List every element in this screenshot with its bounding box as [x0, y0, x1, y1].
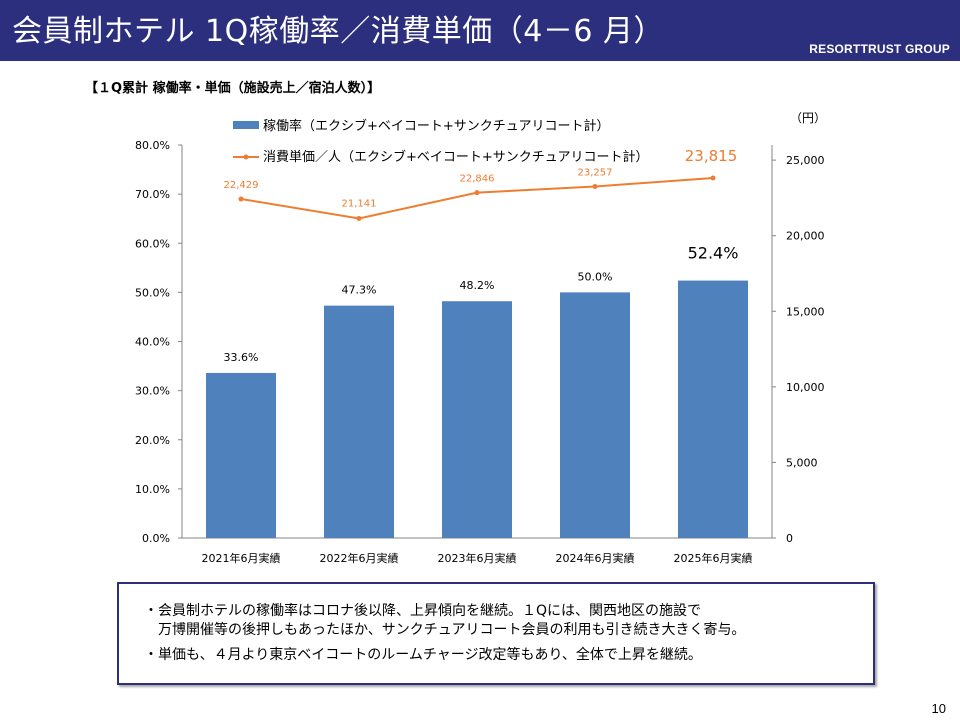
x-axis-tick-label: 2024年6月実績: [556, 551, 635, 565]
legend-line-label: 消費単価／人（エクシブ+ベイコート+サンクチュアリコート計）: [263, 149, 649, 165]
bar: [560, 292, 630, 538]
line-point: [238, 196, 244, 202]
left-axis-tick-label: 30.0%: [135, 385, 170, 398]
left-axis-tick-label: 10.0%: [135, 483, 170, 496]
brand-name: RESORTTRUST GROUP: [809, 42, 950, 56]
legend-line-marker: [243, 154, 249, 160]
x-axis-tick-label: 2021年6月実績: [202, 551, 281, 565]
line-point: [710, 175, 716, 181]
combo-chart: 0.0% 10.0% 20.0% 30.0% 40.0% 50.0% 60.0% 70.0% 8…: [135, 111, 826, 565]
bar-data-label: 33.6%: [224, 351, 259, 364]
page-number: 10: [931, 701, 946, 716]
left-axis-tick-label: 20.0%: [135, 434, 170, 447]
legend-bar-label: 稼働率（エクシブ+ベイコート+サンクチュアリコート計）: [263, 118, 610, 134]
left-axis-tick-label: 60.0%: [135, 237, 170, 250]
bar: [442, 301, 512, 538]
left-axis-tick-label: 40.0%: [135, 336, 170, 349]
right-axis-tick-label: 5,000: [786, 456, 818, 469]
line-data-label: 23,257: [578, 167, 613, 178]
header-bar: 会員制ホテル 1Q稼働率／消費単価（4－6 月） RESORTTRUST GRO…: [0, 0, 960, 61]
right-axis-tick-label: 0: [786, 532, 793, 545]
line-point: [592, 183, 598, 189]
bar: [206, 372, 276, 538]
line-data-label: 23,815: [685, 147, 738, 165]
notes-box: ・会員制ホテルの稼働率はコロナ後以降、上昇傾向を継続。１Qには、関西地区の施設で…: [117, 582, 875, 685]
x-axis-tick-label: 2025年6月実績: [674, 551, 753, 565]
legend-bar-swatch: [233, 121, 259, 129]
left-axis-tick-label: 70.0%: [135, 188, 170, 201]
right-axis-unit: （円）: [790, 111, 826, 125]
right-axis-tick-label: 25,000: [786, 154, 825, 167]
line-point: [474, 190, 480, 196]
bar: [324, 305, 394, 538]
line-data-label: 22,429: [224, 180, 259, 191]
page-title: 会員制ホテル 1Q稼働率／消費単価（4－6 月）: [12, 14, 664, 49]
line-data-label: 21,141: [342, 198, 377, 209]
left-axis-tick-label: 0.0%: [142, 532, 170, 545]
bar-data-label: 50.0%: [578, 270, 613, 283]
bar-data-label: 52.4%: [688, 244, 739, 263]
right-axis-tick-label: 15,000: [786, 305, 825, 318]
right-axis-tick-label: 20,000: [786, 230, 825, 243]
note-line-3: ・単価も、４月より東京ベイコートのルームチャージ改定等もあり、全体で上昇を継続。: [144, 647, 702, 663]
right-axis-tick-label: 10,000: [786, 381, 825, 394]
bar: [678, 280, 748, 538]
note-line-1: ・会員制ホテルの稼働率はコロナ後以降、上昇傾向を継続。１Qには、関西地区の施設で: [144, 603, 702, 619]
left-axis-tick-label: 80.0%: [135, 139, 170, 152]
line-data-label: 22,846: [460, 174, 495, 185]
x-axis-tick-label: 2022年6月実績: [320, 551, 399, 565]
left-axis-tick-label: 50.0%: [135, 286, 170, 299]
note-line-2: 万博開催等の後押しもあったほか、サンクチュアリコート会員の利用も引き続き大きく寄…: [144, 622, 746, 638]
line-point: [356, 215, 362, 221]
bar-data-label: 47.3%: [342, 284, 377, 297]
x-axis-tick-label: 2023年6月実績: [438, 551, 517, 565]
chart-subtitle: 【１Q累計 稼働率・単価（施設売上／宿泊人数）】: [85, 81, 381, 96]
bar-data-label: 48.2%: [460, 279, 495, 292]
